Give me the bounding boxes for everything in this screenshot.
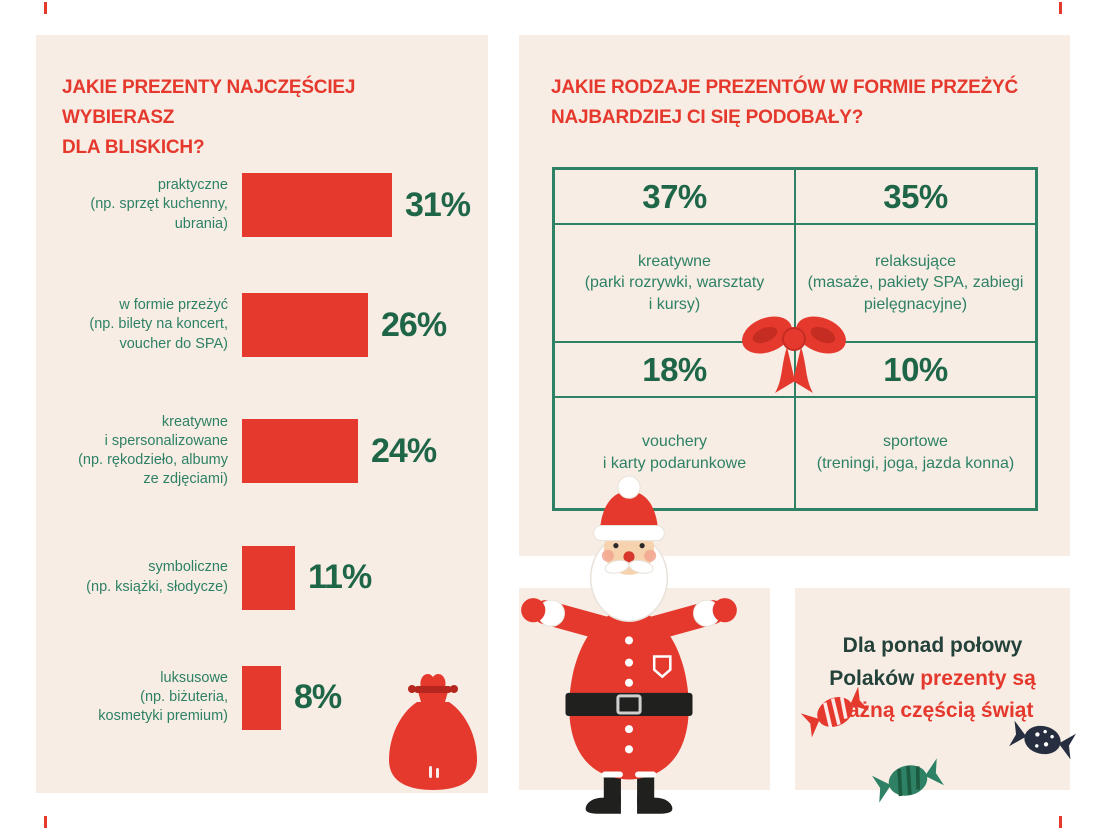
crop-mark — [1059, 816, 1062, 828]
bar-row: praktyczne (np. sprzęt kuchenny, ubrania… — [60, 173, 471, 237]
bar-track: 24% — [242, 419, 470, 484]
gifts-chart-panel: JAKIE PREZENTY NAJCZĘŚCIEJ WYBIERASZ DLA… — [36, 35, 488, 793]
table-value: 10% — [795, 342, 1036, 398]
bar — [242, 545, 295, 610]
bar-value: 31% — [404, 185, 471, 224]
gift-sack-icon — [389, 674, 477, 790]
green-candy-icon — [872, 758, 944, 803]
table-label: relaksujące (masaże, pakiety SPA, zabieg… — [795, 224, 1036, 343]
bar-row: luksusowe (np. biżuteria, kosmetyki prem… — [60, 665, 470, 730]
bar-row: w formie przeżyć (np. bilety na koncert,… — [60, 293, 470, 357]
gifts-chart-title: JAKIE PREZENTY NAJCZĘŚCIEJ WYBIERASZ DLA… — [62, 77, 356, 159]
bar-track: 8% — [242, 665, 470, 730]
experiences-title: JAKIE RODZAJE PREZENTÓW W FORMIE PRZEŻYĆ… — [551, 77, 1019, 129]
bar-track: 11% — [242, 545, 470, 610]
bar-value: 8% — [294, 678, 342, 716]
bar-row: symboliczne (np. książki, słodycze) 11% — [60, 545, 470, 610]
bar-value: 24% — [371, 431, 437, 470]
table-label: sportowe (treningi, joga, jazda konna) — [795, 397, 1036, 510]
navy-candy-icon — [1009, 720, 1076, 760]
crop-mark — [1059, 2, 1062, 14]
bar-label: praktyczne (np. sprzęt kuchenny, ubrania… — [90, 177, 228, 232]
table-value: 18% — [554, 342, 795, 398]
table-label: kreatywne (parki rozrywki, warsztaty i k… — [554, 224, 795, 343]
bar — [242, 665, 281, 730]
bar-track: 26% — [242, 293, 470, 357]
table-label: vouchery i karty podarunkowe — [554, 397, 795, 510]
footer-text-dark: Dla ponad połowy Polaków — [829, 634, 1023, 690]
bar-label: kreatywne i spersonalizowane (np. rękodz… — [78, 414, 228, 488]
bar-track: 31% — [241, 173, 471, 237]
experiences-panel: JAKIE RODZAJE PREZENTÓW W FORMIE PRZEŻYĆ… — [519, 35, 1070, 556]
bar — [242, 293, 368, 357]
table-value: 37% — [554, 169, 795, 225]
bar-label: luksusowe (np. biżuteria, kosmetyki prem… — [98, 669, 228, 725]
ribbon-bow-icon — [742, 316, 846, 393]
bar — [241, 173, 392, 237]
crop-mark — [44, 2, 47, 14]
bar-label: w formie przeżyć (np. bilety na koncert,… — [89, 297, 228, 352]
bar — [242, 419, 358, 484]
bar-label: symboliczne (np. książki, słodycze) — [86, 559, 228, 595]
table-value: 35% — [795, 169, 1036, 225]
footer-panel: Dla ponad połowy Polaków prezenty są waż… — [795, 588, 1070, 790]
santa-claus-icon — [521, 475, 737, 814]
footer-text-red: prezenty są ważną częścią świąt — [831, 666, 1036, 723]
bar-value: 11% — [308, 558, 372, 596]
crop-mark — [44, 816, 47, 828]
bar-chart: praktyczne (np. sprzęt kuchenny, ubrania… — [60, 173, 471, 786]
footer-text: Dla ponad połowy Polaków prezenty są waż… — [795, 588, 1070, 728]
red-candy-icon — [800, 686, 870, 738]
bar-value: 26% — [381, 305, 447, 344]
experiences-table: 37% 35% kreatywne (parki rozrywki, warsz… — [552, 167, 1038, 512]
bar-row: kreatywne i spersonalizowane (np. rękodz… — [60, 413, 470, 490]
